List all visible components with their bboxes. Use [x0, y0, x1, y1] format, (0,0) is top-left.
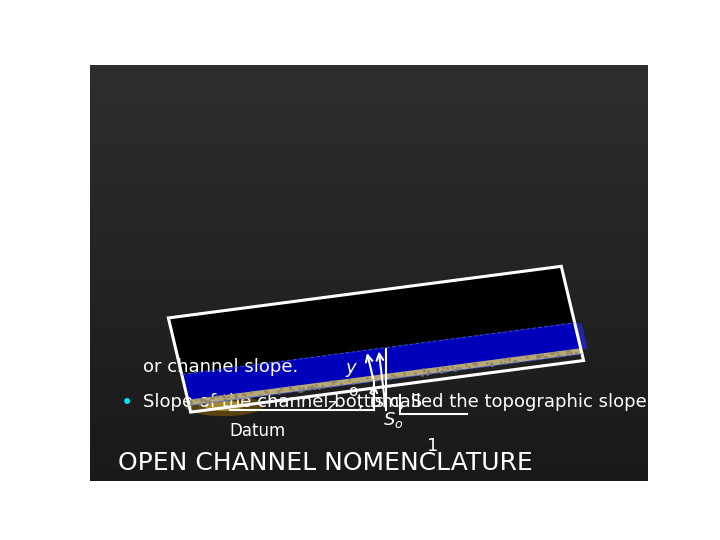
Text: OPEN CHANNEL NOMENCLATURE: OPEN CHANNEL NOMENCLATURE: [118, 451, 533, 476]
Ellipse shape: [204, 401, 243, 411]
Polygon shape: [181, 323, 582, 406]
Ellipse shape: [185, 395, 263, 416]
Text: Datum: Datum: [230, 422, 286, 441]
Polygon shape: [575, 323, 588, 349]
Text: , is called the topographic slope: , is called the topographic slope: [358, 393, 647, 411]
Polygon shape: [168, 266, 575, 374]
Text: Slope of the channel bottom, S: Slope of the channel bottom, S: [143, 393, 422, 411]
Text: or channel slope.: or channel slope.: [143, 358, 298, 376]
Text: $S_o$: $S_o$: [383, 410, 403, 430]
Polygon shape: [188, 348, 582, 406]
Text: •: •: [121, 393, 133, 413]
Text: 1: 1: [428, 437, 439, 455]
Text: z: z: [326, 397, 336, 415]
Text: y: y: [346, 359, 356, 377]
Text: o: o: [348, 384, 357, 399]
